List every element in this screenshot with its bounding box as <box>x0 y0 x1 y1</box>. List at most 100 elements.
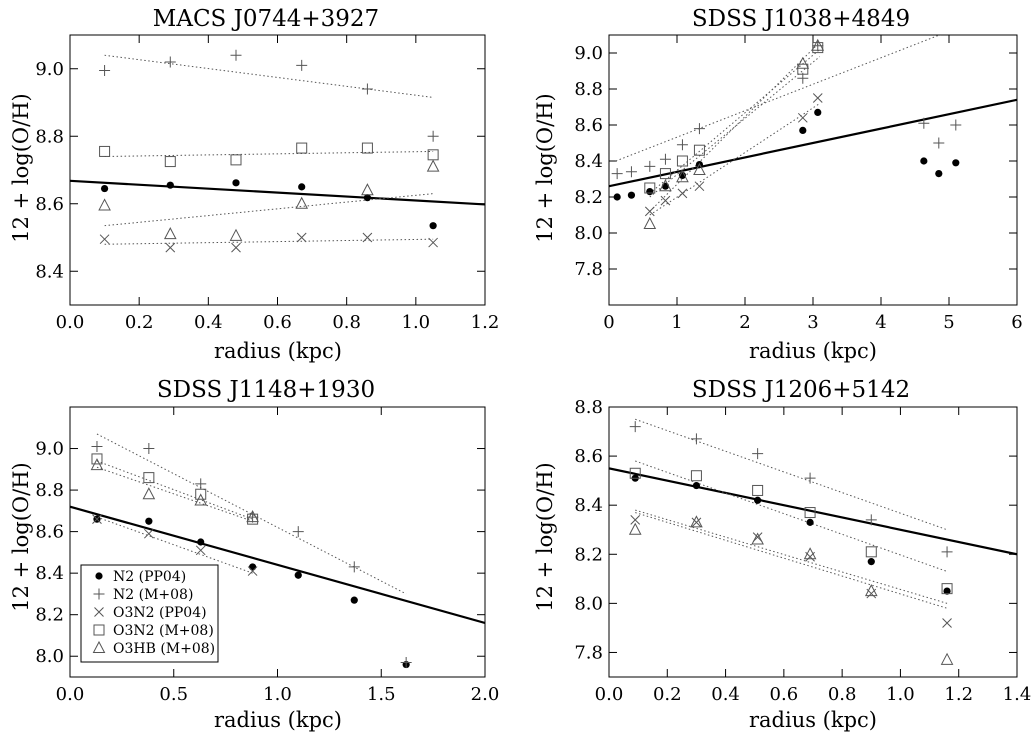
x-tick-label: 0.0 <box>595 684 624 705</box>
data-point-open-triangle <box>803 547 817 560</box>
x-tick-label: 5 <box>943 312 954 333</box>
fit-lines <box>70 54 485 245</box>
data-point-cross <box>812 93 823 103</box>
plot-frame <box>608 406 1018 678</box>
data-point-open-square <box>797 63 809 75</box>
data-point-cross <box>797 112 808 123</box>
data-point-open-square <box>629 467 641 479</box>
x-tick-label: 0.0 <box>56 684 85 705</box>
data-point-cross <box>247 566 258 576</box>
data-point-cross <box>677 188 688 199</box>
data-point-plus <box>361 83 373 95</box>
data-point-cross <box>99 234 110 245</box>
data-point-filled-circle <box>943 587 951 595</box>
data-point-filled-circle <box>867 558 875 566</box>
data-point-open-triangle <box>98 198 111 211</box>
y-tick-label: 8.6 <box>574 446 603 467</box>
panel-3-xlabel: radius (kpc) <box>214 708 342 732</box>
legend-marker-cross <box>94 607 104 617</box>
fit-line-dotted <box>635 460 948 572</box>
data-point-plus <box>676 139 688 151</box>
y-tick-label: 8.4 <box>574 151 603 172</box>
data-point-cross <box>660 195 671 206</box>
data-point-plus <box>865 514 877 526</box>
data-point-filled-circle <box>754 496 762 504</box>
data-point-filled-circle <box>799 126 807 134</box>
data-point-open-triangle <box>676 170 689 183</box>
data-point-plus <box>933 137 945 149</box>
fit-line-dotted <box>635 512 948 609</box>
data-point-filled-circle <box>166 181 174 189</box>
data-point-open-triangle <box>864 584 878 597</box>
panel-2-xlabel: radius (kpc) <box>749 339 877 363</box>
data-point-filled-circle <box>100 184 109 193</box>
data-point-open-triangle <box>361 183 374 196</box>
x-tick-label: 0.8 <box>828 684 857 705</box>
fit-line-solid <box>70 179 485 206</box>
x-tick-label: 0.4 <box>711 684 740 705</box>
x-tick-label: 1.5 <box>367 684 396 705</box>
y-tick-label: 8.4 <box>35 261 64 282</box>
y-tick-label: 8.2 <box>35 605 64 626</box>
y-tick-label: 8.0 <box>35 646 64 667</box>
x-tick-label: 1.0 <box>402 312 431 333</box>
x-tick-label: 3 <box>807 312 818 333</box>
data-point-open-square <box>247 513 259 525</box>
data-point-open-square <box>690 470 702 482</box>
panel-2-title: SDSS J1038+4849 <box>692 6 910 32</box>
data-point-cross <box>630 515 641 525</box>
panel-2: SDSS J1038+4849 radius (kpc) 12 + log(O/… <box>533 6 910 363</box>
data-point-open-triangle <box>690 515 703 528</box>
data-point-open-square <box>804 507 816 519</box>
data-point-filled-circle <box>814 108 822 116</box>
data-point-open-square <box>99 145 111 157</box>
data-point-open-triangle <box>940 652 954 665</box>
legend-marker-filled-circle <box>95 572 103 580</box>
y-tick-label: 7.8 <box>574 259 603 280</box>
x-tick-label: 0.8 <box>332 312 361 333</box>
data-point-cross <box>644 206 655 217</box>
data-point-cross <box>691 517 702 528</box>
data-point-plus <box>143 443 155 455</box>
data-point-plus <box>230 49 242 61</box>
data-point-cross <box>165 242 176 253</box>
legend-markers <box>92 572 106 653</box>
x-tick-label: 1.4 <box>1003 684 1032 705</box>
panel-4-title: SDSS J1206+5142 <box>692 377 910 403</box>
data-point-filled-circle <box>661 182 670 190</box>
data-point-open-triangle <box>426 159 440 172</box>
panel-3: SDSS J1148+1930 radius (kpc) 12 + log(O/… <box>9 377 375 732</box>
data-point-plus <box>427 130 439 142</box>
data-point-filled-circle <box>613 193 621 201</box>
data-point-plus <box>296 59 308 71</box>
fit-line-dotted <box>104 54 434 98</box>
data-point-plus <box>690 433 702 445</box>
x-tick-label: 2.0 <box>471 684 500 705</box>
y-tick-label: 8.2 <box>574 187 603 208</box>
data-point-plus <box>611 168 623 180</box>
y-tick-label: 8.0 <box>574 593 603 614</box>
legend-marker-open-triangle <box>92 640 106 653</box>
x-tick-label: 1 <box>671 312 682 333</box>
panel-1-title: MACS J0744+3927 <box>153 6 379 32</box>
fit-line-dotted <box>104 238 434 245</box>
data-point-cross <box>428 237 438 248</box>
panel-1-ylabel: 12 + log(O/H) <box>9 93 33 242</box>
data-point-cross <box>296 232 307 243</box>
fit-line-dotted <box>96 460 253 520</box>
data-point-plus <box>195 478 207 490</box>
x-tick-label: 0.2 <box>125 312 154 333</box>
data-point-open-square <box>676 155 688 167</box>
data-point-open-triangle <box>796 56 810 69</box>
plot-1: 0.0 0.2 0.4 0.6 0.8 1.0 1.2 8.4 8.6 8.8 9.0 <box>35 34 499 333</box>
fit-line-dotted <box>104 150 434 157</box>
data-point-open-triangle <box>142 487 156 500</box>
panel-3-ylabel: 12 + log(O/H) <box>9 462 33 611</box>
fit-line-dotted <box>649 56 821 198</box>
x-tick-label: 0.2 <box>653 684 682 705</box>
data-point-open-triangle <box>628 522 642 535</box>
data-point-filled-circle <box>935 170 943 178</box>
data-point-filled-circle <box>429 222 437 230</box>
data-point-plus <box>752 448 764 460</box>
data-point-plus <box>804 472 816 484</box>
